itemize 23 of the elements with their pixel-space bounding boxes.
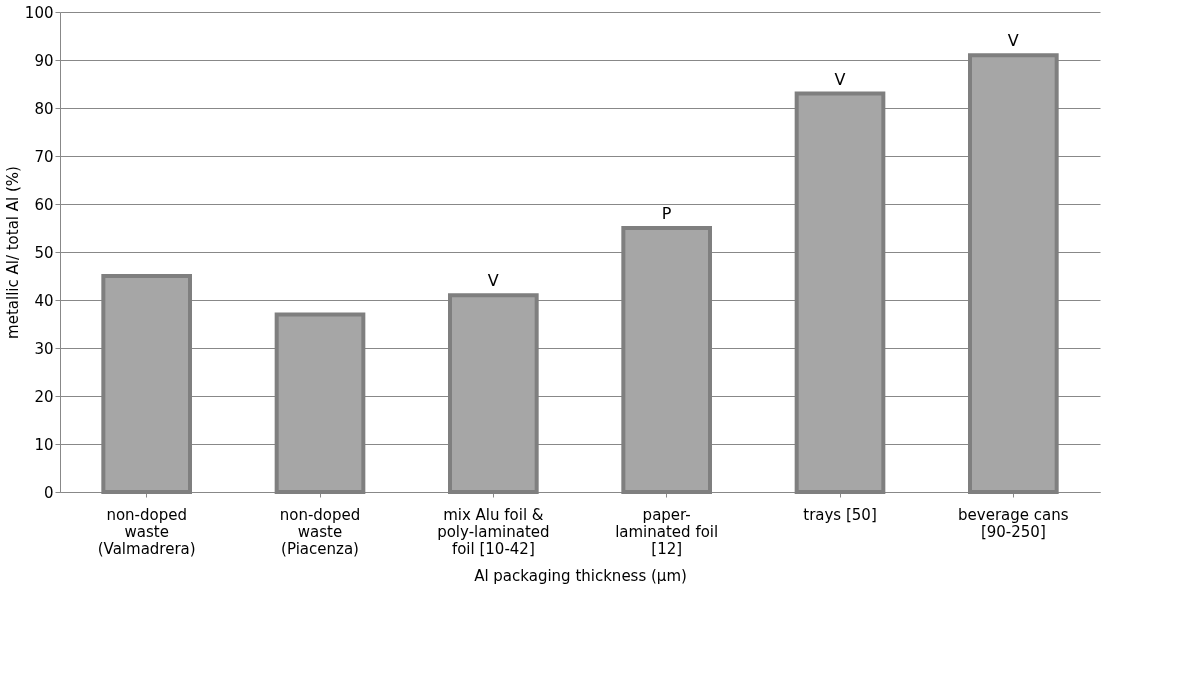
x-tick-label: beverage cans [90-250] <box>958 505 1069 541</box>
annotation: P <box>661 204 672 223</box>
annotation: V <box>834 69 846 89</box>
y-tick-label: 10 <box>34 435 54 454</box>
x-tick-label: paper- laminated foil [12] <box>615 505 719 558</box>
y-tick-label: 80 <box>34 99 54 118</box>
x-axis-title: Al packaging thickness (μm) <box>474 566 687 585</box>
x-tick-label: mix Alu foil & poly-laminated foil [10-42] <box>437 505 550 558</box>
y-tick-label: 90 <box>34 51 54 70</box>
x-tick-label: non-doped waste (Valmadrera) <box>97 505 196 558</box>
y-tick-label: 60 <box>34 195 54 214</box>
y-axis-title: metallic Al/ total Al (%) <box>3 166 22 339</box>
y-tick-label: 50 <box>34 243 54 262</box>
y-tick-label: 0 <box>43 483 54 502</box>
x-tick-label: non-doped waste (Piacenza) <box>279 505 361 558</box>
x-tick-label: trays [50] <box>803 505 877 524</box>
y-tick-label: 30 <box>34 339 54 358</box>
y-tick-label: 40 <box>34 291 54 310</box>
annotation: V <box>1007 31 1019 51</box>
y-tick-label: 20 <box>34 387 54 406</box>
y-tick-label: 70 <box>34 147 54 166</box>
y-tick-label: 100 <box>24 3 54 22</box>
annotation: V <box>487 271 499 291</box>
